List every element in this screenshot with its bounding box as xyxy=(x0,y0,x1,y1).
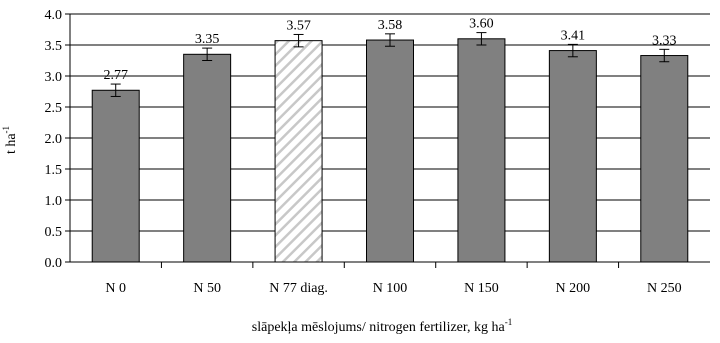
data-label: 3.35 xyxy=(195,32,220,47)
x-tick-label: N 50 xyxy=(193,281,221,296)
x-tick-label: N 0 xyxy=(105,281,126,296)
data-label: 3.58 xyxy=(378,18,403,33)
y-tick-label: 1.5 xyxy=(45,163,63,178)
axes xyxy=(65,13,710,268)
y-tick-label: 3.5 xyxy=(45,39,63,54)
data-label: 3.33 xyxy=(652,33,677,48)
y-tick-label: 2.5 xyxy=(45,101,63,116)
data-label: 3.57 xyxy=(286,18,311,33)
bar xyxy=(457,38,506,263)
y-axis-title: t ha-1 xyxy=(1,126,19,154)
x-axis-title: slāpekļa mēslojums/ nitrogen fertilizer,… xyxy=(252,317,512,335)
x-tick-label: N 250 xyxy=(647,281,682,296)
x-tick-label: N 100 xyxy=(373,281,408,296)
y-tick-label: 1.0 xyxy=(45,194,63,209)
labels: 0.0 0.5 1.0 1.5 2.0 2.5 3.0 3.5 4.0 2.77 N 0 3.35 N … xyxy=(45,8,682,296)
bar xyxy=(548,50,597,263)
x-tick-label: N 77 diag. xyxy=(269,281,328,296)
x-tick-label: N 150 xyxy=(464,281,499,296)
y-tick-label: 2.0 xyxy=(45,132,63,147)
bars xyxy=(91,32,689,263)
data-label: 3.41 xyxy=(561,28,586,43)
bar xyxy=(366,39,414,263)
y-tick-label: 0.0 xyxy=(45,256,63,271)
bar-highlighted xyxy=(274,40,323,263)
data-label: 2.77 xyxy=(103,68,128,83)
bar xyxy=(183,53,232,263)
y-tick-label: 3.0 xyxy=(45,70,63,85)
y-tick-label: 0.5 xyxy=(45,225,63,240)
data-label: 3.60 xyxy=(469,17,494,32)
x-tick-label: N 200 xyxy=(556,281,591,296)
bar xyxy=(640,55,689,263)
bar xyxy=(91,89,140,263)
y-tick-label: 4.0 xyxy=(45,8,63,23)
